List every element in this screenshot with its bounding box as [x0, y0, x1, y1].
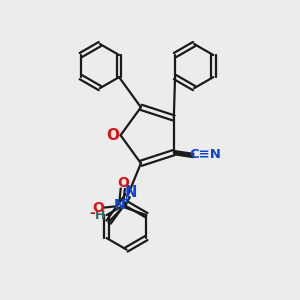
Text: +: + — [122, 195, 131, 205]
Text: O: O — [106, 128, 119, 143]
Text: C≡N: C≡N — [190, 148, 221, 161]
Text: O: O — [92, 201, 104, 215]
Text: O: O — [117, 176, 129, 190]
Text: -: - — [89, 206, 95, 220]
Text: N: N — [114, 198, 126, 212]
Text: N: N — [125, 185, 137, 200]
Text: H: H — [95, 209, 106, 222]
